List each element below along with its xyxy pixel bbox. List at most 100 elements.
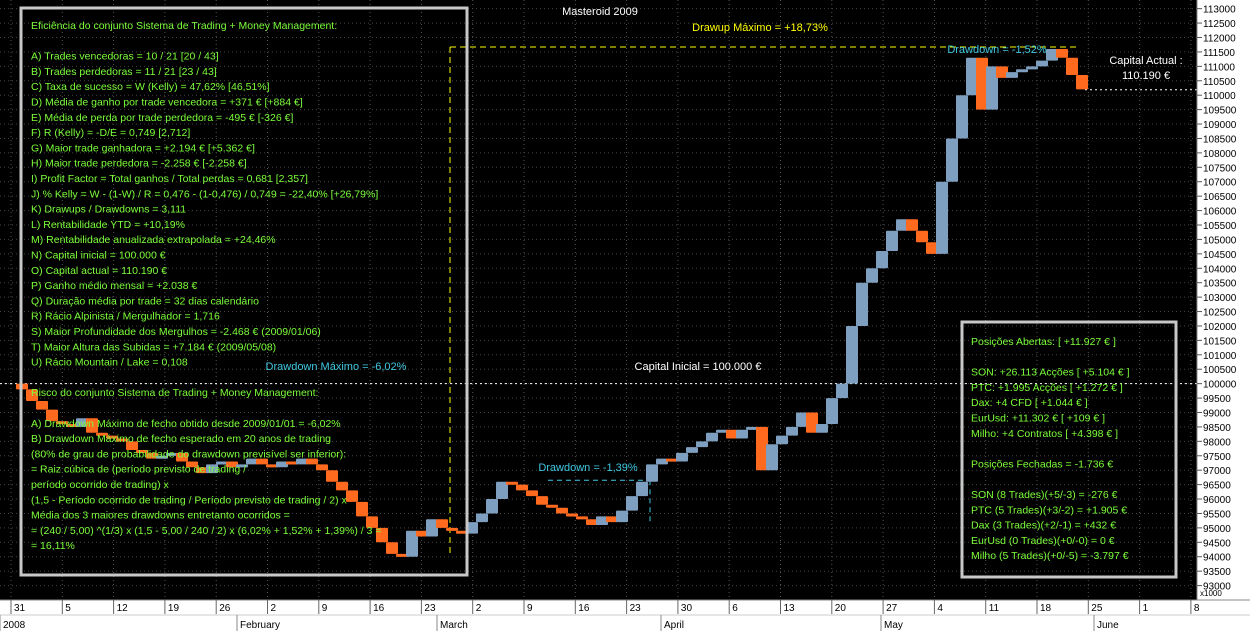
efficiency-line: (1,5 - Período ocorrido de trading / Per… — [31, 494, 348, 506]
up-candle — [746, 426, 758, 430]
down-candle — [186, 461, 198, 468]
efficiency-line: período ocorrido de trading) x — [31, 479, 169, 491]
x-tick-label: 27 — [886, 603, 898, 614]
up-candle — [426, 519, 438, 537]
down-candle — [196, 467, 208, 474]
up-candle — [1036, 60, 1048, 67]
down-candle — [86, 418, 98, 433]
reference-lines — [0, 46, 1197, 557]
down-candle — [126, 441, 138, 450]
x-tick-label: 2 — [271, 603, 277, 614]
y-tick-label: 94500 — [1203, 538, 1231, 549]
efficiency-line: B) Trades perdedoras = 11 / 21 [23 / 43] — [31, 66, 217, 78]
up-candle — [1016, 69, 1028, 73]
down-candle — [556, 507, 568, 514]
x-axis: 31 5 12 19 26 2 9 16 23 2 9 16 23 30 6 13 20 27 4 11 18 25 1 82… — [0, 600, 1200, 631]
down-candle — [506, 481, 518, 485]
x-tick-label: 18 — [1040, 603, 1052, 614]
down-candle — [566, 513, 578, 517]
x-tick-label: 23 — [424, 603, 436, 614]
down-candle — [756, 426, 768, 471]
up-candle — [856, 282, 868, 326]
up-candle — [686, 447, 698, 453]
x-tick-label: 26 — [219, 603, 231, 614]
up-candle — [1046, 49, 1058, 61]
up-candle — [276, 461, 288, 468]
x-tick-label: 16 — [578, 603, 590, 614]
efficiency-line: A) Drawdown Máximo de fecho obtido desde… — [31, 418, 341, 430]
efficiency-line: Média dos 3 maiores drawdowns entretanto… — [31, 510, 290, 522]
x-tick-label: 20 — [835, 603, 847, 614]
up-candle — [766, 444, 778, 471]
position-line: Milho: +4 Contratos [ +4.398 € ] — [971, 428, 1118, 440]
x-tick-label: 9 — [322, 603, 328, 614]
efficiency-line: H) Maior trade perdedora = -2.258 € [-2.… — [31, 158, 247, 170]
y-tick-label: 108000 — [1203, 149, 1237, 160]
down-candle — [976, 57, 988, 110]
down-candle — [96, 432, 108, 436]
up-candle — [296, 458, 308, 465]
down-candle — [346, 490, 358, 502]
up-candle — [876, 250, 888, 269]
y-tick-label: 93000 — [1203, 582, 1231, 593]
down-candle — [356, 501, 368, 517]
y-scale-label: x1000 — [1200, 589, 1222, 598]
down-candle — [56, 421, 68, 425]
y-tick-label: 97000 — [1203, 466, 1231, 477]
up-candle — [1006, 72, 1018, 78]
chart-title: Masteroid 2009 — [562, 6, 638, 18]
efficiency-line: T) Maior Altura das Subidas = +7.184 € (… — [31, 341, 276, 353]
y-tick-label: 100000 — [1203, 380, 1237, 391]
month-label: April — [664, 620, 684, 631]
down-candle — [106, 435, 118, 439]
positions-panel-border — [960, 320, 1178, 579]
up-candle — [156, 455, 168, 459]
y-tick-label: 109000 — [1203, 120, 1237, 131]
x-tick-label: 8 — [1194, 603, 1200, 614]
efficiency-line: = 16,11% — [31, 540, 75, 552]
y-tick-label: 105500 — [1203, 221, 1237, 232]
down-candle — [66, 424, 78, 428]
efficiency-line: N) Capital inicial = 100.000 € — [31, 250, 166, 262]
up-candle — [946, 138, 958, 182]
y-tick-label: 94000 — [1203, 553, 1231, 564]
down-candle — [306, 458, 318, 465]
y-tick-label: 102500 — [1203, 308, 1237, 319]
position-line: Dax: +4 CFD [ +1.044 € ] — [971, 397, 1088, 409]
down-candle — [586, 519, 598, 525]
up-candle — [626, 496, 638, 511]
down-candle — [396, 553, 408, 557]
up-candle — [646, 464, 658, 482]
down-candle — [316, 464, 328, 471]
efficiency-panel: Eficiência do conjunto Sistema de Tradin… — [31, 20, 381, 552]
y-tick-label: 112000 — [1203, 34, 1236, 45]
up-candle — [716, 429, 728, 433]
position-line: Dax (3 Trades)(+2/-1) = +432 € — [971, 520, 1116, 532]
down-candle — [456, 530, 468, 534]
x-tick-label: 19 — [168, 603, 180, 614]
down-candle — [526, 490, 538, 497]
up-candle — [936, 181, 948, 254]
y-axis: 93000 93500 94000 94500 95000 95500 96000 96500… — [1197, 5, 1237, 593]
efficiency-line: = Raiz cúbica de (período previsto de tr… — [31, 464, 246, 476]
y-axis-panel — [1197, 0, 1250, 600]
down-candle — [1076, 75, 1088, 90]
efficiency-line: G) Maior trade ganhadora = +2.194 € [+5.… — [31, 142, 255, 154]
x-tick-label: 11 — [989, 603, 1000, 614]
efficiency-line: E) Média de perda por trade perdedora = … — [31, 112, 293, 124]
efficiency-line: M) Rentabilidade anualizada extrapolada … — [31, 234, 276, 246]
up-candle — [826, 398, 838, 425]
down-candle — [46, 409, 58, 422]
position-line: Posições Fechadas = -1.736 € — [971, 458, 1113, 470]
up-candle — [736, 429, 748, 439]
x-tick-label: 5 — [65, 603, 71, 614]
down-candle — [116, 438, 128, 442]
x-tick-label: 2 — [476, 603, 482, 614]
x-tick-label: 4 — [937, 603, 943, 614]
down-candle — [606, 516, 618, 523]
drawdown-mid-label: Drawdown = -1,39% — [538, 462, 638, 474]
down-candle — [806, 412, 818, 433]
y-tick-label: 101500 — [1203, 336, 1237, 347]
up-candle — [1026, 66, 1038, 70]
